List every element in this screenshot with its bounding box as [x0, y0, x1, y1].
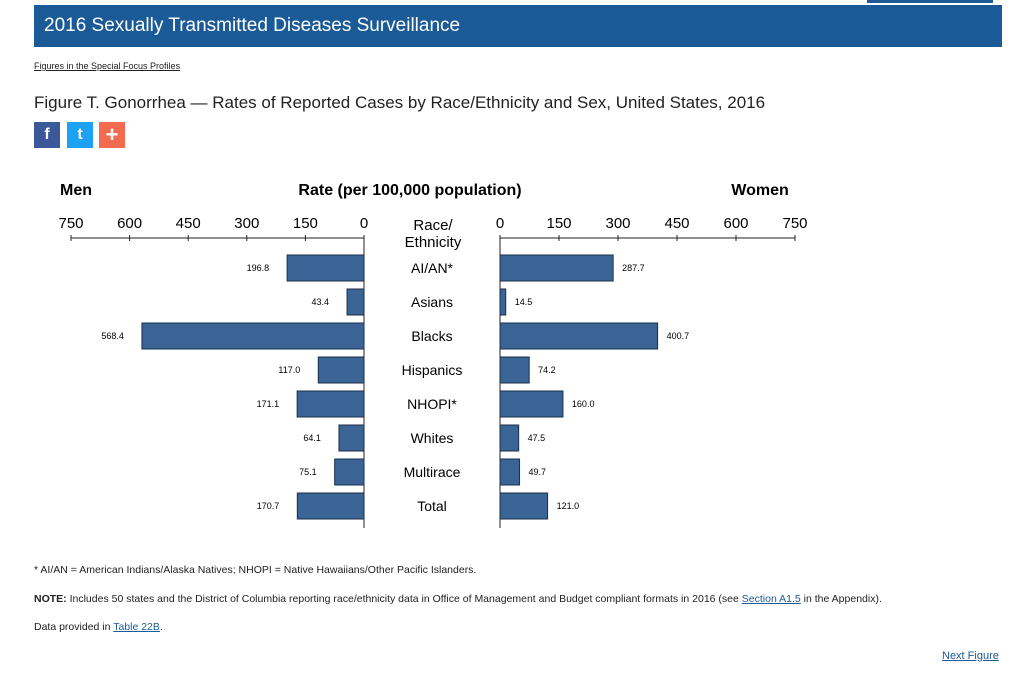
men-value-label: 75.1 [299, 467, 317, 477]
data-source-text: Data provided in [34, 621, 114, 633]
category-label: AI/AN* [411, 260, 454, 276]
category-label: Whites [411, 430, 454, 446]
left-tick-label: 600 [117, 215, 142, 232]
men-bar [317, 356, 365, 384]
women-value-label: 74.2 [538, 365, 556, 375]
left-tick-label: 300 [234, 215, 259, 232]
figure-title: Figure T. Gonorrhea — Rates of Reported … [34, 93, 766, 112]
section-a15-link[interactable]: Section A1.5 [741, 593, 801, 605]
right-series-label: Women [731, 182, 788, 199]
men-value-label: 170.7 [257, 501, 280, 511]
category-label: Total [417, 498, 447, 514]
abbreviation-footnote: * AI/AN = American Indians/Alaska Native… [34, 564, 477, 576]
women-bar [499, 492, 549, 520]
note-text-2: in the Appendix). [800, 593, 882, 605]
plus-icon: + [105, 122, 119, 147]
men-value-label: 117.0 [278, 365, 300, 375]
men-bar [334, 458, 365, 486]
note-footnote: NOTE: Includes 50 states and the Distric… [34, 593, 882, 605]
men-bar [338, 424, 365, 452]
right-tick-label: 150 [546, 215, 571, 232]
men-bar [346, 288, 365, 316]
data-source-end: . [159, 621, 163, 633]
category-label: Asians [411, 294, 453, 310]
category-label: NHOPI* [407, 396, 457, 412]
right-tick-label: 0 [496, 215, 504, 232]
twitter-icon: t [77, 126, 83, 143]
page-banner: 2016 Sexually Transmitted Diseases Surve… [34, 5, 1002, 47]
top-accent-line [867, 0, 993, 3]
men-value-label: 43.4 [312, 297, 330, 307]
center-header-line2: Ethnicity [405, 234, 462, 251]
women-value-label: 14.5 [515, 297, 533, 307]
men-value-label: 171.1 [257, 399, 280, 409]
more-share-button[interactable]: + [99, 122, 125, 148]
women-value-label: 287.7 [622, 263, 645, 273]
right-tick-label: 750 [782, 215, 807, 232]
note-label: NOTE: [34, 593, 67, 605]
women-bar [499, 254, 614, 282]
women-bar [499, 390, 564, 418]
women-value-label: 160.0 [572, 399, 595, 409]
women-bar [499, 356, 530, 384]
women-bar [499, 424, 520, 452]
facebook-share-button[interactable]: f [34, 122, 60, 148]
women-value-label: 47.5 [528, 433, 546, 443]
next-figure-link[interactable]: Next Figure [942, 650, 999, 662]
category-label: Hispanics [402, 362, 463, 378]
women-bar [499, 288, 507, 316]
data-source-footnote: Data provided in Table 22B. [34, 621, 163, 633]
left-tick-label: 0 [360, 215, 368, 232]
right-tick-label: 600 [723, 215, 748, 232]
right-tick-label: 300 [605, 215, 630, 232]
butterfly-bar-chart: Men Rate (per 100,000 population) Women … [58, 182, 808, 528]
left-tick-label: 750 [58, 215, 83, 232]
twitter-share-button[interactable]: t [67, 122, 93, 148]
women-bar [499, 322, 659, 350]
left-tick-label: 450 [176, 215, 201, 232]
note-text-1: Includes 50 states and the District of C… [66, 593, 742, 605]
banner-title: 2016 Sexually Transmitted Diseases Surve… [44, 15, 461, 36]
category-label: Multirace [404, 464, 461, 480]
women-value-label: 121.0 [557, 501, 580, 511]
men-value-label: 568.4 [101, 331, 124, 341]
category-label: Blacks [411, 328, 452, 344]
breadcrumb-link[interactable]: Figures in the Special Focus Profiles [34, 61, 181, 71]
facebook-icon: f [44, 126, 50, 143]
women-value-label: 400.7 [667, 331, 690, 341]
men-bar [296, 492, 365, 520]
center-header-line1: Race/ [413, 217, 453, 234]
women-value-label: 49.7 [529, 467, 547, 477]
right-tick-label: 450 [664, 215, 689, 232]
men-bar [141, 322, 365, 350]
men-bar [286, 254, 365, 282]
chart-title: Rate (per 100,000 population) [298, 182, 521, 199]
men-bar [296, 390, 365, 418]
left-tick-label: 150 [293, 215, 318, 232]
left-series-label: Men [60, 182, 92, 199]
women-bar [499, 458, 521, 486]
men-value-label: 196.8 [247, 263, 270, 273]
table-22b-link[interactable]: Table 22B [113, 621, 160, 633]
men-value-label: 64.1 [303, 433, 321, 443]
